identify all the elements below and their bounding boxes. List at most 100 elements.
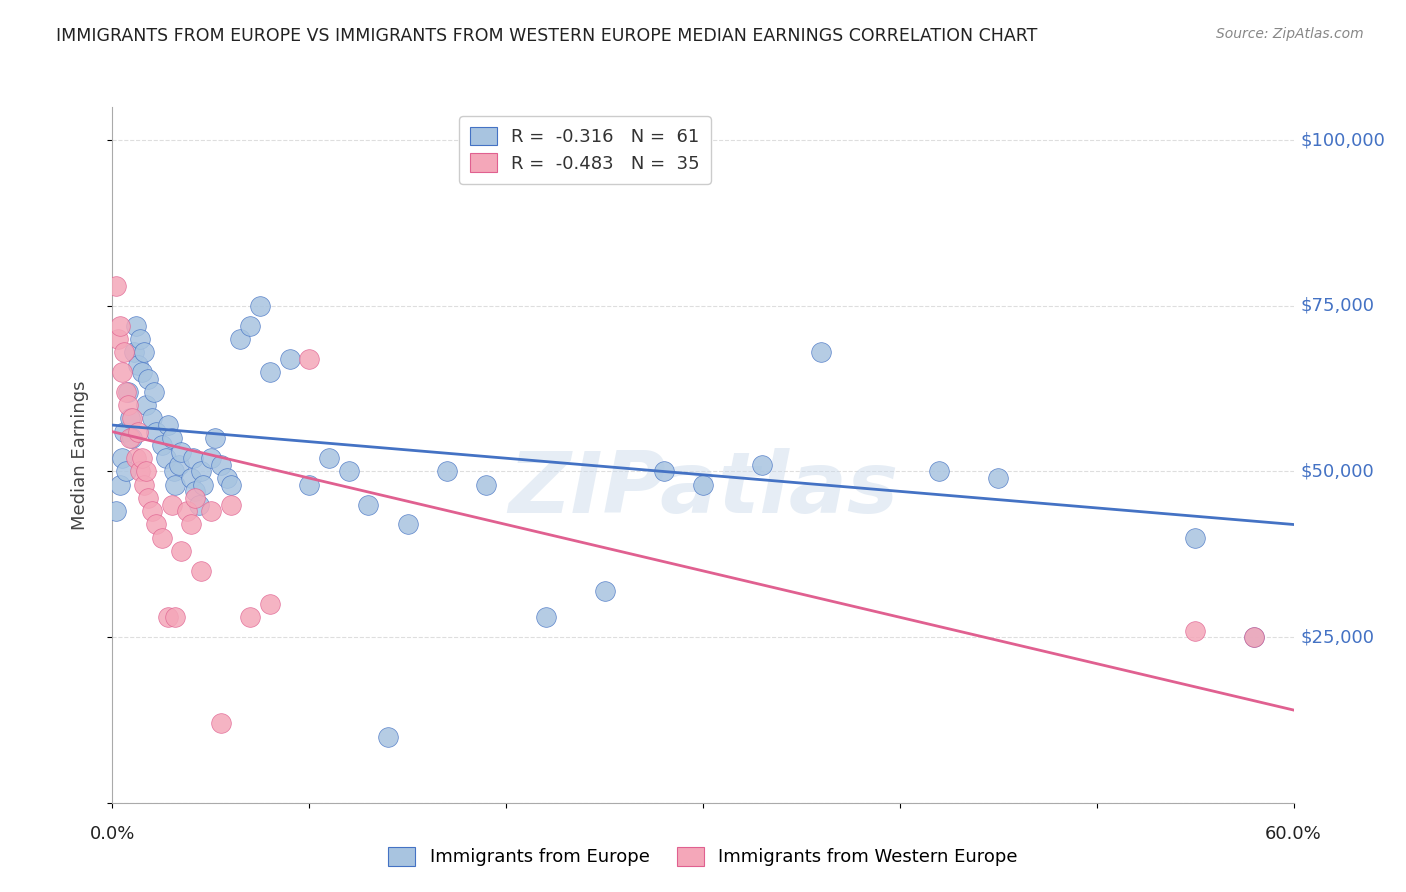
Point <box>298 477 321 491</box>
Point <box>156 610 179 624</box>
Point <box>1243 630 1265 644</box>
Point <box>209 716 232 731</box>
Point <box>278 351 301 366</box>
Point <box>105 504 128 518</box>
Text: 0.0%: 0.0% <box>90 825 135 843</box>
Point <box>298 351 321 366</box>
Point <box>165 477 187 491</box>
Y-axis label: Median Earnings: Median Earnings <box>70 380 89 530</box>
Point <box>200 451 222 466</box>
Text: 60.0%: 60.0% <box>1265 825 1322 843</box>
Point <box>377 730 399 744</box>
Point <box>150 531 173 545</box>
Point <box>111 365 134 379</box>
Point <box>692 477 714 491</box>
Point <box>135 398 157 412</box>
Point <box>987 471 1010 485</box>
Point <box>145 517 167 532</box>
Point <box>160 431 183 445</box>
Legend: Immigrants from Europe, Immigrants from Western Europe: Immigrants from Europe, Immigrants from … <box>377 836 1029 877</box>
Point <box>810 345 832 359</box>
Point <box>160 498 183 512</box>
Point <box>162 465 184 479</box>
Point <box>436 465 458 479</box>
Point <box>115 384 138 399</box>
Point <box>117 398 139 412</box>
Point <box>112 425 135 439</box>
Point <box>219 477 242 491</box>
Point <box>249 299 271 313</box>
Text: $75,000: $75,000 <box>1301 297 1375 315</box>
Point <box>125 451 148 466</box>
Point <box>136 372 159 386</box>
Point <box>170 544 193 558</box>
Point <box>121 431 143 445</box>
Point <box>652 465 675 479</box>
Point <box>184 491 207 505</box>
Point <box>191 477 214 491</box>
Point <box>120 431 142 445</box>
Point <box>120 411 142 425</box>
Point <box>396 517 419 532</box>
Point <box>132 477 155 491</box>
Point <box>239 610 262 624</box>
Point <box>184 484 207 499</box>
Text: $25,000: $25,000 <box>1301 628 1375 646</box>
Point <box>129 332 152 346</box>
Point <box>131 451 153 466</box>
Point <box>259 597 281 611</box>
Point <box>180 517 202 532</box>
Point <box>156 418 179 433</box>
Point <box>122 345 145 359</box>
Point <box>475 477 498 491</box>
Point <box>239 318 262 333</box>
Point <box>337 465 360 479</box>
Point <box>209 458 232 472</box>
Point <box>129 465 152 479</box>
Point <box>928 465 950 479</box>
Point <box>155 451 177 466</box>
Point <box>219 498 242 512</box>
Point <box>135 465 157 479</box>
Point <box>110 318 132 333</box>
Point <box>176 504 198 518</box>
Point <box>181 451 204 466</box>
Point <box>127 425 149 439</box>
Point <box>141 411 163 425</box>
Point <box>150 438 173 452</box>
Point <box>1184 531 1206 545</box>
Text: Source: ZipAtlas.com: Source: ZipAtlas.com <box>1216 27 1364 41</box>
Point <box>145 425 167 439</box>
Point <box>534 610 557 624</box>
Point <box>110 477 132 491</box>
Text: $100,000: $100,000 <box>1301 131 1385 149</box>
Point <box>188 498 211 512</box>
Point <box>1184 624 1206 638</box>
Point <box>121 411 143 425</box>
Point <box>200 504 222 518</box>
Point <box>357 498 380 512</box>
Point <box>259 365 281 379</box>
Point <box>115 465 138 479</box>
Point <box>112 345 135 359</box>
Point <box>136 491 159 505</box>
Point <box>169 458 191 472</box>
Point <box>142 384 165 399</box>
Point <box>593 583 616 598</box>
Point <box>111 451 134 466</box>
Point <box>190 564 212 578</box>
Point <box>318 451 340 466</box>
Point <box>117 384 139 399</box>
Point <box>141 504 163 518</box>
Point <box>229 332 252 346</box>
Point <box>1243 630 1265 644</box>
Point <box>125 318 148 333</box>
Point <box>132 345 155 359</box>
Point <box>215 471 238 485</box>
Point <box>180 471 202 485</box>
Point <box>190 465 212 479</box>
Text: IMMIGRANTS FROM EUROPE VS IMMIGRANTS FROM WESTERN EUROPE MEDIAN EARNINGS CORRELA: IMMIGRANTS FROM EUROPE VS IMMIGRANTS FRO… <box>56 27 1038 45</box>
Point <box>131 365 153 379</box>
Point <box>170 444 193 458</box>
Point <box>165 610 187 624</box>
